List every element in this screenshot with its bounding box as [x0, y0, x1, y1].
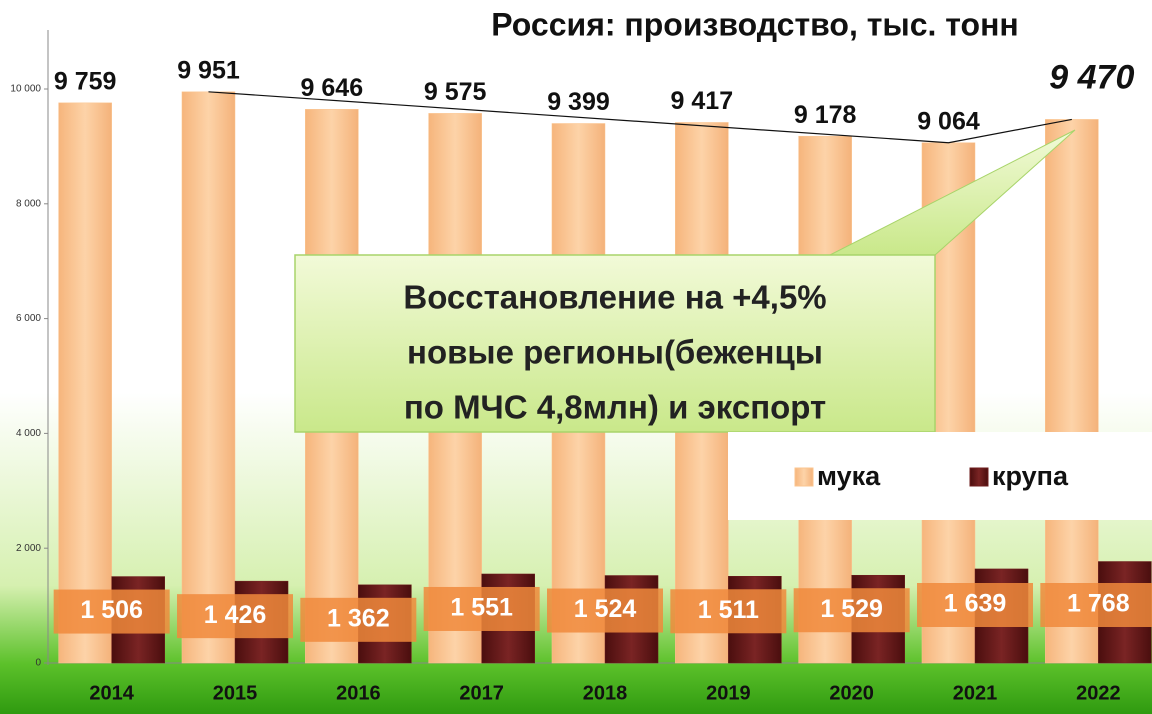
data-label: 1 529	[820, 595, 883, 623]
data-label: 1 768	[1067, 590, 1130, 618]
data-label: 9 951	[177, 56, 240, 84]
data-label: 9 646	[301, 74, 364, 102]
data-label: 9 575	[424, 78, 487, 106]
annotation: по МЧС 4,8млн) и экспорт	[404, 389, 826, 426]
x-tick-label: 2022	[1076, 682, 1121, 704]
legend-swatch	[969, 467, 989, 487]
data-label-box	[793, 588, 910, 633]
data-label-box	[547, 588, 663, 633]
y-tick-label: 0	[35, 658, 41, 669]
data-label: 9 178	[794, 101, 857, 129]
data-label: 1 362	[327, 604, 390, 632]
y-tick-label: 10 000	[10, 84, 41, 95]
y-tick-label: 6 000	[16, 313, 41, 324]
x-tick-label: 2014	[89, 682, 134, 704]
data-label-box	[53, 589, 170, 634]
annotation: новые регионы(беженцы	[407, 334, 823, 371]
data-label: 1 639	[944, 590, 1007, 618]
legend-swatch	[794, 467, 814, 487]
data-label-box	[670, 589, 787, 634]
callout	[294, 254, 936, 433]
data-label: 9 759	[54, 67, 117, 95]
data-label-box	[1040, 583, 1152, 627]
data-label-box	[917, 583, 1033, 627]
chart-title: Россия: производство, тыс. тонн	[491, 6, 1019, 42]
data-label: 1 511	[698, 596, 759, 624]
x-tick-label: 2016	[336, 682, 381, 704]
x-tick-label: 2015	[213, 682, 258, 704]
data-label-box	[423, 586, 540, 631]
data-label: 9 064	[917, 107, 980, 135]
y-tick-label: 2 000	[16, 543, 41, 554]
data-label: 1 506	[80, 596, 143, 624]
y-tick-label: 8 000	[16, 198, 41, 209]
data-label: 1 524	[574, 595, 637, 623]
bar	[181, 91, 236, 664]
x-tick-label: 2018	[583, 682, 628, 704]
legend-label: мука	[817, 461, 881, 491]
bar	[1045, 119, 1099, 664]
bar	[58, 102, 112, 664]
legend-label: крупа	[992, 461, 1069, 491]
trend-line	[208, 91, 1072, 144]
data-label-box	[177, 594, 293, 639]
x-tick-label: 2017	[459, 682, 504, 704]
y-tick-label: 4 000	[16, 428, 41, 439]
legend	[728, 432, 1152, 520]
data-label: 1 426	[204, 601, 267, 629]
annotation: Восстановление на +4,5%	[403, 279, 826, 316]
data-label: 1 551	[450, 594, 513, 622]
x-tick-label: 2020	[829, 682, 874, 704]
data-label: 9 417	[671, 87, 734, 115]
data-label: 9 470	[1049, 58, 1134, 96]
data-label: 9 399	[547, 88, 610, 116]
data-label-box	[300, 597, 417, 642]
x-tick-label: 2021	[953, 682, 998, 704]
x-tick-label: 2019	[706, 682, 751, 704]
